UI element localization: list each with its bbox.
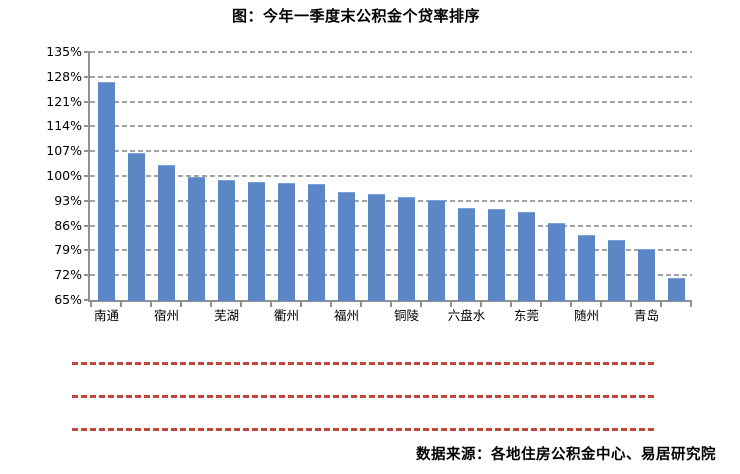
y-axis-label: 72% (54, 267, 82, 283)
bar-宿州 (158, 165, 175, 301)
x-axis-tick (180, 302, 182, 307)
y-axis-label: 121% (46, 93, 82, 109)
x-axis-label-六盘水: 六盘水 (447, 308, 486, 323)
gridline-107 (90, 150, 692, 153)
bar-rank-12 (428, 200, 445, 301)
x-axis-tick (600, 302, 602, 307)
x-axis-tick (660, 302, 662, 307)
x-axis-label-青岛: 青岛 (633, 308, 659, 323)
bar-东莞 (518, 211, 535, 301)
x-axis-label-东莞: 东莞 (513, 308, 539, 323)
y-axis-label: 100% (46, 168, 82, 183)
y-axis-tick (84, 75, 90, 78)
bar-南通 (98, 82, 115, 301)
x-axis-label-衢州: 衢州 (273, 308, 299, 323)
x-axis-tick (390, 302, 392, 307)
x-axis-tick (240, 302, 242, 307)
y-axis-label: 65% (54, 292, 82, 307)
x-axis-label-南通: 南通 (93, 308, 119, 323)
x-axis-tick (510, 302, 512, 307)
bar-衢州 (278, 183, 295, 301)
x-axis-label-随州: 随州 (573, 308, 599, 323)
x-axis-tick (690, 302, 692, 307)
bar-青岛 (638, 248, 655, 301)
gridline-128 (90, 75, 692, 78)
x-axis-tick (270, 302, 272, 307)
bar-rank-14 (488, 208, 505, 301)
gridline-135 (90, 51, 692, 53)
bar-铜陵 (398, 197, 415, 301)
bar-rank-18 (608, 240, 625, 301)
y-axis-tick (84, 100, 90, 103)
bar-芜湖 (218, 179, 235, 301)
bar-福州 (338, 191, 355, 301)
y-axis-tick (84, 299, 90, 301)
gridline-114 (90, 125, 692, 128)
y-axis-tick (84, 150, 90, 153)
gridline-93 (90, 199, 692, 202)
x-axis-tick (480, 302, 482, 307)
y-axis-label: 128% (46, 68, 82, 84)
y-axis-tick (84, 274, 90, 277)
y-axis-label: 79% (54, 242, 82, 258)
x-axis-tick (120, 302, 122, 307)
x-axis-tick (210, 302, 212, 307)
x-axis-label-宿州: 宿州 (153, 308, 179, 323)
x-axis-tick (420, 302, 422, 307)
x-axis-label-福州: 福州 (333, 308, 359, 323)
y-axis-label: 86% (54, 217, 82, 233)
y-axis-tick (84, 125, 90, 128)
bar-六盘水 (458, 207, 475, 301)
y-axis-label: 135% (46, 44, 82, 59)
y-axis-label: 107% (46, 143, 82, 159)
bar-rank-8 (308, 184, 325, 301)
x-axis-tick (570, 302, 572, 307)
red-dashed-line-2 (72, 395, 654, 398)
x-axis-tick (450, 302, 452, 307)
y-axis-tick (84, 199, 90, 202)
bar-rank-6 (248, 182, 265, 301)
x-axis-tick (300, 302, 302, 307)
x-axis-tick (90, 302, 92, 307)
gridline-86 (90, 224, 692, 227)
bar-随州 (578, 234, 595, 301)
gridline-121 (90, 100, 692, 103)
bar-rank-16 (548, 223, 565, 301)
y-axis-label: 114% (46, 118, 82, 134)
red-dashed-line-1 (72, 362, 654, 365)
bar-rank-10 (368, 193, 385, 301)
y-axis-line (88, 52, 90, 302)
y-axis-tick (84, 51, 90, 53)
y-axis-tick (84, 224, 90, 227)
gridline-100 (90, 175, 692, 177)
red-dashed-line-3 (72, 428, 654, 431)
chart-title: 图：今年一季度末公积金个贷率排序 (231, 7, 480, 25)
gridline-72 (90, 274, 692, 277)
x-axis-tick (540, 302, 542, 307)
x-axis-label-芜湖: 芜湖 (213, 308, 239, 323)
x-axis-label-铜陵: 铜陵 (393, 308, 419, 323)
y-axis-tick (84, 249, 90, 252)
x-axis-tick (360, 302, 362, 307)
x-axis-tick (630, 302, 632, 307)
bar-rank-20 (668, 278, 685, 301)
x-axis-tick (150, 302, 152, 307)
x-axis-line (88, 300, 692, 302)
source-text: 数据来源：各地住房公积金中心、易居研究院 (416, 447, 716, 463)
bar-rank-4 (188, 177, 205, 301)
y-axis-tick (84, 175, 90, 177)
gridline-79 (90, 249, 692, 252)
bar-rank-2 (128, 153, 145, 301)
y-axis-label: 93% (54, 192, 82, 208)
x-axis-tick (330, 302, 332, 307)
